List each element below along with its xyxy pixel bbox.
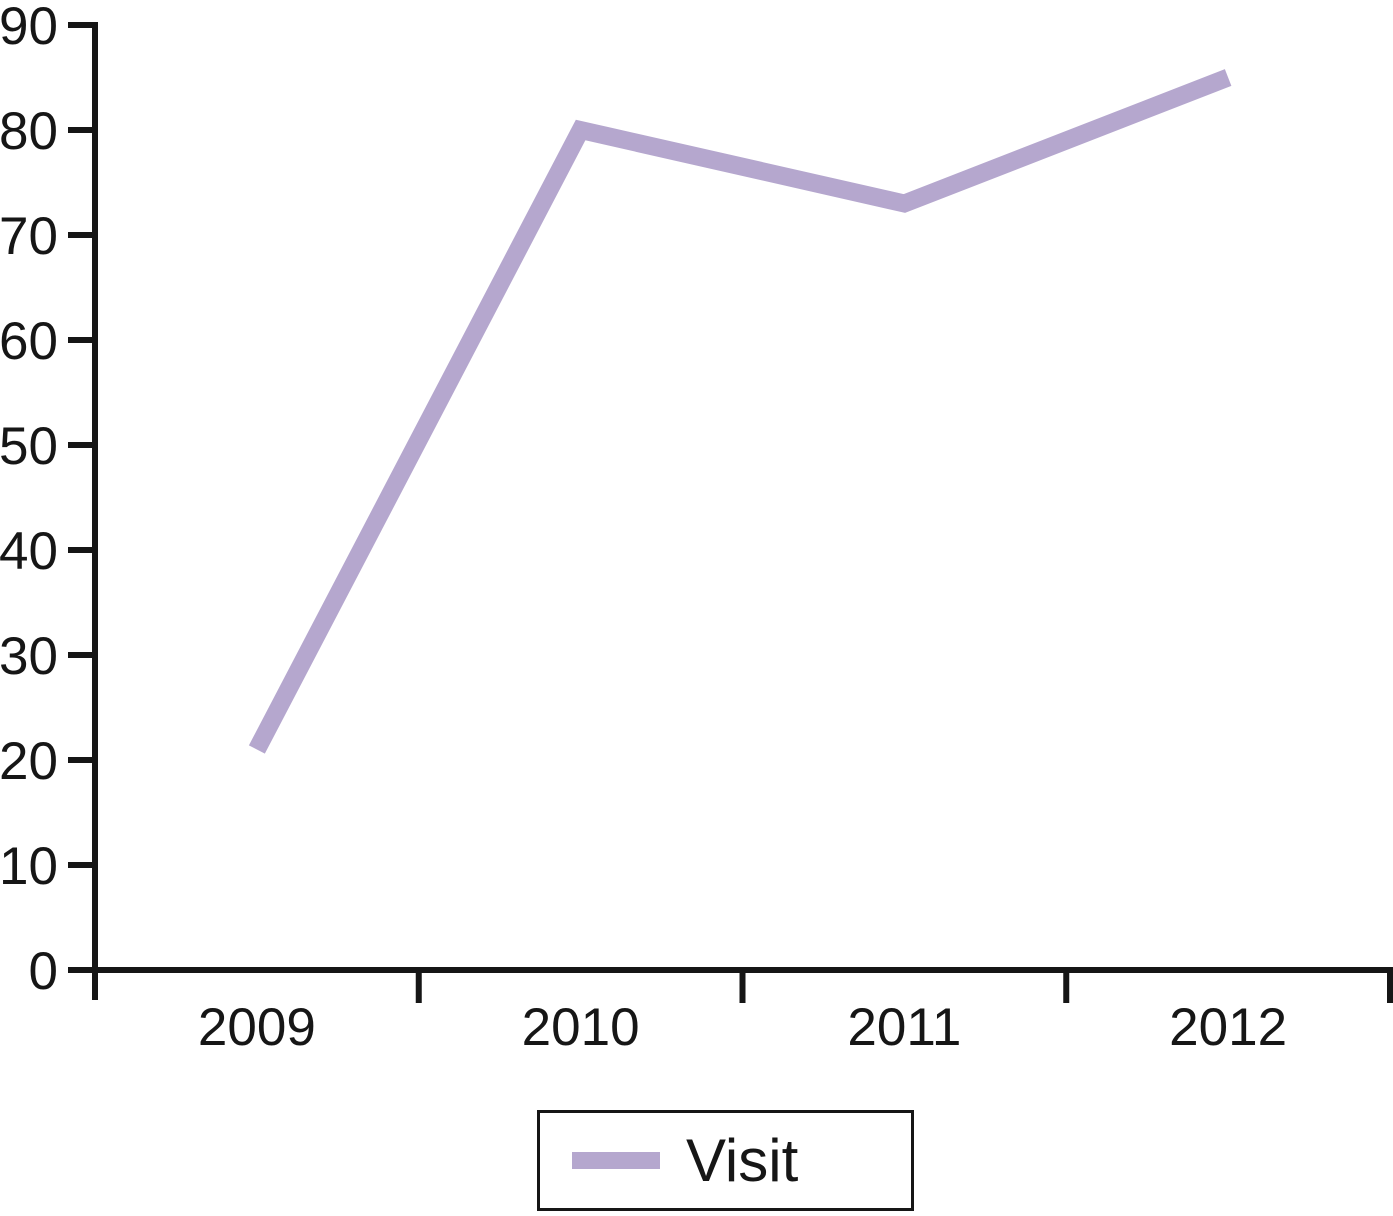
legend-line-swatch xyxy=(572,1152,660,1169)
y-tick-label: 70 xyxy=(0,207,58,266)
y-tick-label: 60 xyxy=(0,312,58,371)
y-tick-label: 50 xyxy=(0,417,58,476)
y-tick-label: 20 xyxy=(0,732,58,791)
x-tick-label: 2009 xyxy=(198,998,316,1057)
x-tick-label: 2011 xyxy=(847,998,961,1057)
y-tick-label: 90 xyxy=(0,0,58,56)
series-line-visit xyxy=(248,69,1232,754)
legend: Visit xyxy=(537,1110,914,1211)
legend-label: Visit xyxy=(686,1126,799,1194)
y-tick-label: 40 xyxy=(0,522,58,581)
y-tick-label: 10 xyxy=(0,837,58,896)
y-tick-label: 80 xyxy=(0,102,58,161)
x-tick-label: 2012 xyxy=(1169,998,1287,1057)
x-tick-label: 2010 xyxy=(522,998,640,1057)
y-tick-label: 30 xyxy=(0,627,58,686)
y-tick-label: 0 xyxy=(29,942,58,1001)
